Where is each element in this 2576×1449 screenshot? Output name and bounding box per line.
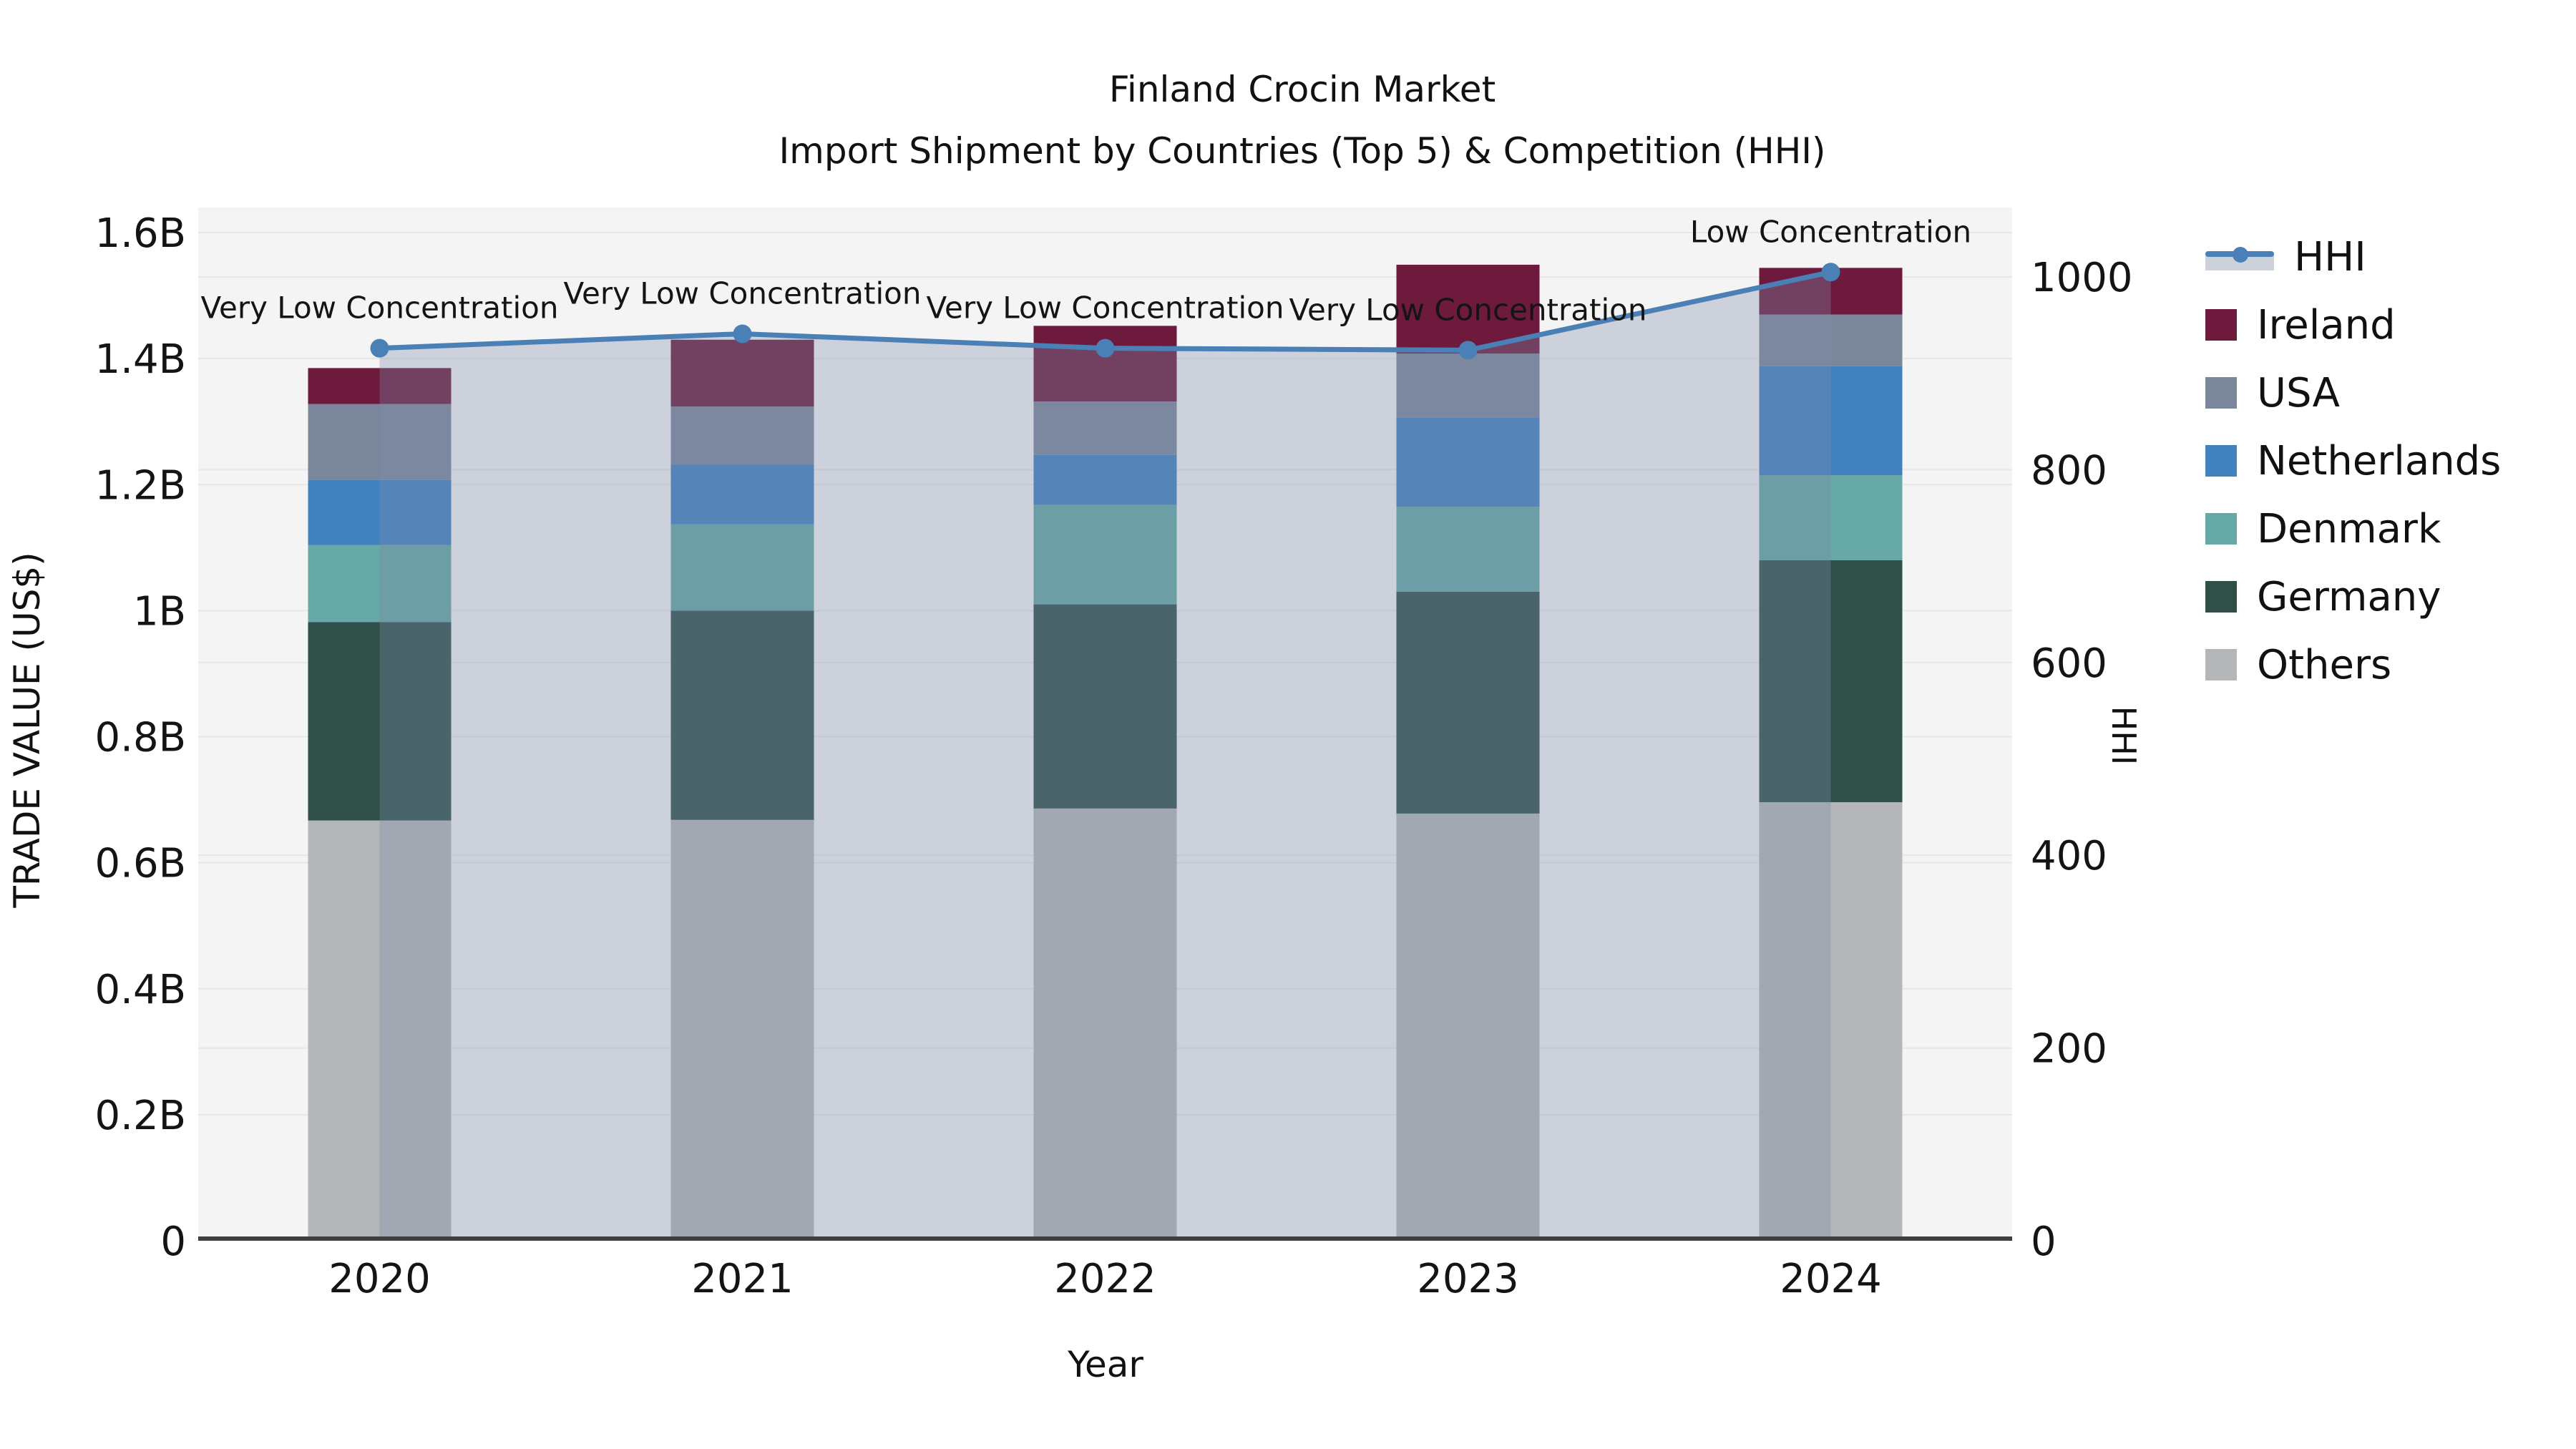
y-left-tick: 1.4B (95, 336, 186, 383)
annotation-2021: Very Low Concentration (564, 275, 922, 311)
bar-segment-denmark-2020 (308, 545, 452, 623)
y-right-tick: 600 (2031, 640, 2107, 687)
legend-item-others: Others (2205, 641, 2501, 688)
bar-segment-denmark-2024 (1759, 475, 1903, 560)
legend: HHI Ireland USA Netherlands Denmark Germany Ot… (2205, 233, 2501, 688)
hhi-area-fill (379, 272, 1831, 1241)
hhi-marker-2021 (733, 324, 752, 343)
annotation-2022: Very Low Concentration (927, 291, 1284, 326)
y-left-tick: 0.4B (95, 967, 186, 1013)
bar-segment-netherlands-2020 (308, 479, 452, 545)
legend-item-ireland: Ireland (2205, 301, 2501, 348)
bar-segment-denmark-2021 (670, 524, 814, 611)
legend-swatch-netherlands (2205, 445, 2237, 477)
bar-segment-ireland-2020 (308, 368, 452, 404)
y-right-tick: 1000 (2031, 255, 2133, 301)
y-right-tick: 400 (2031, 833, 2107, 879)
legend-swatch-others (2205, 649, 2237, 680)
legend-item-germany: Germany (2205, 573, 2501, 620)
legend-label-germany: Germany (2257, 573, 2441, 620)
y-right-tick: 800 (2031, 447, 2107, 494)
bar-segment-others-2020 (308, 820, 452, 1241)
y-left-tick: 0.2B (95, 1093, 186, 1139)
chart-title: Finland Crocin Market Import Shipment by… (215, 59, 2390, 182)
hhi-marker-2020 (370, 338, 389, 358)
bar-segment-germany-2022 (1033, 604, 1177, 809)
bar-segment-netherlands-2024 (1759, 366, 1903, 476)
bar-segment-others-2022 (1033, 808, 1177, 1241)
chart-title-line2: Import Shipment by Countries (Top 5) & C… (779, 130, 1826, 172)
legend-hhi-line-icon (2205, 241, 2274, 273)
bar-segment-usa-2022 (1033, 401, 1177, 455)
hhi-marker-2024 (1821, 263, 1840, 282)
x-tick-2021: 2021 (691, 1256, 794, 1302)
legend-swatch-ireland (2205, 309, 2237, 341)
y-left-tick: 0 (160, 1219, 186, 1265)
x-axis-title: Year (1068, 1344, 1143, 1385)
y-left-tick: 1.2B (95, 462, 186, 509)
hhi-marker-2023 (1458, 341, 1478, 360)
legend-label-ireland: Ireland (2257, 301, 2396, 348)
bar-segment-ireland-2021 (670, 339, 814, 407)
hhi-marker-2022 (1096, 338, 1115, 358)
x-tick-2020: 2020 (328, 1256, 431, 1302)
bar-segment-others-2023 (1396, 813, 1540, 1241)
bar-segment-usa-2023 (1396, 353, 1540, 418)
legend-item-usa: USA (2205, 369, 2501, 416)
legend-label-denmark: Denmark (2257, 505, 2441, 552)
y-right-tick: 0 (2031, 1219, 2057, 1265)
bar-segment-germany-2023 (1396, 591, 1540, 814)
y-right-tick: 200 (2031, 1026, 2107, 1073)
legend-label-usa: USA (2257, 369, 2340, 416)
bar-segment-denmark-2022 (1033, 504, 1177, 605)
legend-item-denmark: Denmark (2205, 505, 2501, 552)
x-tick-2022: 2022 (1054, 1256, 1156, 1302)
legend-label-hhi: HHI (2294, 233, 2366, 280)
annotation-2020: Very Low Concentration (201, 291, 559, 326)
y-left-tick: 1.6B (95, 210, 186, 257)
bar-segment-ireland-2022 (1033, 326, 1177, 402)
bar-segment-germany-2020 (308, 622, 452, 821)
bar-segment-others-2021 (670, 819, 814, 1241)
bar-segment-usa-2024 (1759, 314, 1903, 366)
x-tick-2023: 2023 (1417, 1256, 1519, 1302)
y-axis-title-right: HHI (2104, 706, 2143, 766)
legend-swatch-usa (2205, 377, 2237, 409)
bar-segment-germany-2024 (1759, 560, 1903, 803)
bar-segment-usa-2020 (308, 404, 452, 480)
annotation-2023: Very Low Concentration (1289, 292, 1647, 327)
bar-segment-netherlands-2022 (1033, 454, 1177, 505)
x-axis-line (198, 1236, 2012, 1241)
bar-segment-germany-2021 (670, 610, 814, 820)
legend-item-netherlands: Netherlands (2205, 437, 2501, 484)
bar-segment-usa-2021 (670, 406, 814, 465)
bar-segment-netherlands-2023 (1396, 417, 1540, 507)
legend-swatch-germany (2205, 581, 2237, 613)
bar-segment-others-2024 (1759, 802, 1903, 1241)
bar-segment-denmark-2023 (1396, 507, 1540, 592)
y-axis-title-left: TRADE VALUE (US$) (6, 552, 48, 908)
legend-hhi-marker-dot (2233, 247, 2248, 263)
legend-label-others: Others (2257, 641, 2392, 688)
bar-segment-netherlands-2021 (670, 464, 814, 525)
legend-label-netherlands: Netherlands (2257, 437, 2502, 484)
y-left-tick: 0.6B (95, 841, 186, 887)
y-left-tick: 0.8B (95, 715, 186, 761)
x-tick-2024: 2024 (1780, 1256, 1882, 1302)
y-left-tick: 1B (133, 588, 186, 635)
chart-title-line1: Finland Crocin Market (1108, 69, 1496, 110)
annotation-2024: Low Concentration (1690, 214, 1971, 249)
legend-item-hhi: HHI (2205, 233, 2501, 280)
legend-swatch-denmark (2205, 513, 2237, 545)
